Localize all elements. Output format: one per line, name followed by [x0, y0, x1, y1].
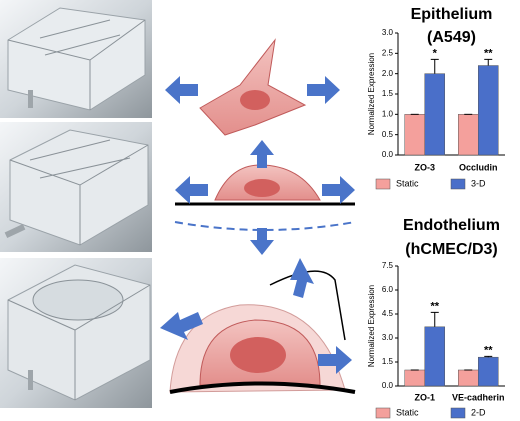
y-tick-label: 6.0: [382, 285, 394, 294]
significance: **: [484, 47, 493, 59]
y-tick-label: 3.0: [382, 28, 394, 37]
bar: [424, 326, 445, 387]
legend-label: 2-D: [471, 407, 486, 417]
y-tick-label: 7.5: [382, 261, 394, 270]
chart-subtitle: (A549): [427, 29, 476, 46]
legend-swatch: [375, 178, 391, 190]
y-tick-label: 2.5: [382, 48, 394, 57]
legend-label: 3-D: [471, 178, 486, 188]
x-tick-label: ZO-1: [414, 392, 435, 402]
bar: [458, 114, 479, 156]
y-tick-label: 0.5: [382, 130, 394, 139]
legend-label: Static: [396, 178, 419, 188]
y-tick-label: 0.0: [382, 381, 394, 390]
bar: [478, 65, 499, 156]
y-tick-label: 4.5: [382, 309, 394, 318]
legend-swatch: [450, 407, 466, 419]
x-tick-label: VE-cadherin: [452, 392, 505, 402]
y-tick-label: 1.0: [382, 109, 394, 118]
chart-title: Endothelium: [403, 217, 500, 234]
y-tick-label: 0.0: [382, 150, 394, 159]
bar: [404, 369, 425, 387]
cell-illustrations: [160, 38, 356, 394]
bar: [404, 114, 425, 156]
chart-subtitle: (hCMEC/D3): [405, 241, 497, 258]
y-tick-label: 1.5: [382, 89, 394, 98]
x-tick-label: Occludin: [459, 162, 498, 172]
significance: **: [430, 300, 439, 312]
bar: [478, 356, 499, 387]
significance: **: [484, 344, 493, 356]
error-bar: [484, 58, 493, 66]
error-bar: [484, 355, 493, 358]
bar: [424, 73, 445, 156]
y-axis-label: Normalized Expression: [367, 285, 376, 367]
y-tick-label: 1.5: [382, 357, 394, 366]
x-tick-label: ZO-3: [414, 162, 435, 172]
legend-label: Static: [396, 407, 419, 417]
device-photos: [0, 0, 152, 408]
y-axis-label: Normalized Expression: [367, 53, 376, 135]
error-bar: [430, 58, 439, 74]
legend-swatch: [375, 407, 391, 419]
bar: [458, 369, 479, 387]
y-tick-label: 3.0: [382, 333, 394, 342]
legend-swatch: [450, 178, 466, 190]
chart-title: Epithelium: [411, 6, 493, 23]
error-bar: [430, 311, 439, 327]
y-tick-label: 2.0: [382, 69, 394, 78]
significance: *: [433, 47, 438, 59]
